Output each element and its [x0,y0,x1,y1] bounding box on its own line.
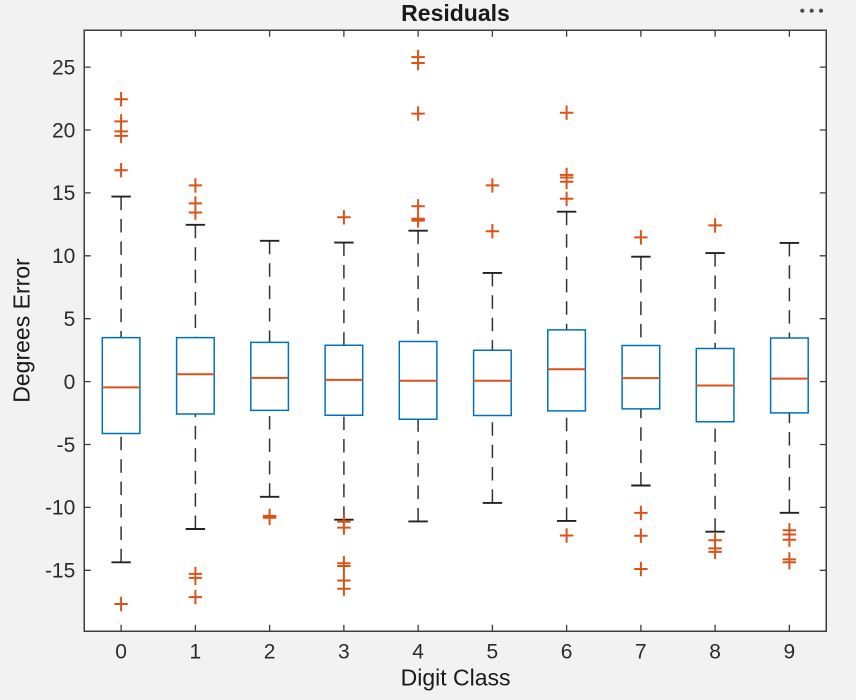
svg-text:4: 4 [412,641,424,664]
svg-text:20: 20 [52,119,75,142]
svg-text:-15: -15 [45,560,75,583]
svg-text:6: 6 [561,641,573,664]
svg-text:9: 9 [784,641,796,664]
svg-text:5: 5 [64,308,76,331]
svg-text:Digit Class: Digit Class [401,664,511,690]
svg-text:3: 3 [338,641,350,664]
svg-text:25: 25 [52,56,75,79]
svg-text:5: 5 [487,641,499,664]
svg-text:-5: -5 [57,434,76,457]
svg-text:15: 15 [52,182,75,205]
svg-text:1: 1 [190,641,202,664]
svg-text:0: 0 [115,641,127,664]
svg-text:0: 0 [64,371,76,394]
svg-text:Residuals: Residuals [401,0,510,26]
svg-text:7: 7 [635,641,647,664]
svg-text:8: 8 [709,641,721,664]
svg-text:-10: -10 [45,497,75,520]
svg-text:2: 2 [264,641,276,664]
svg-text:10: 10 [52,245,75,268]
svg-text:Degrees Error: Degrees Error [9,258,35,403]
